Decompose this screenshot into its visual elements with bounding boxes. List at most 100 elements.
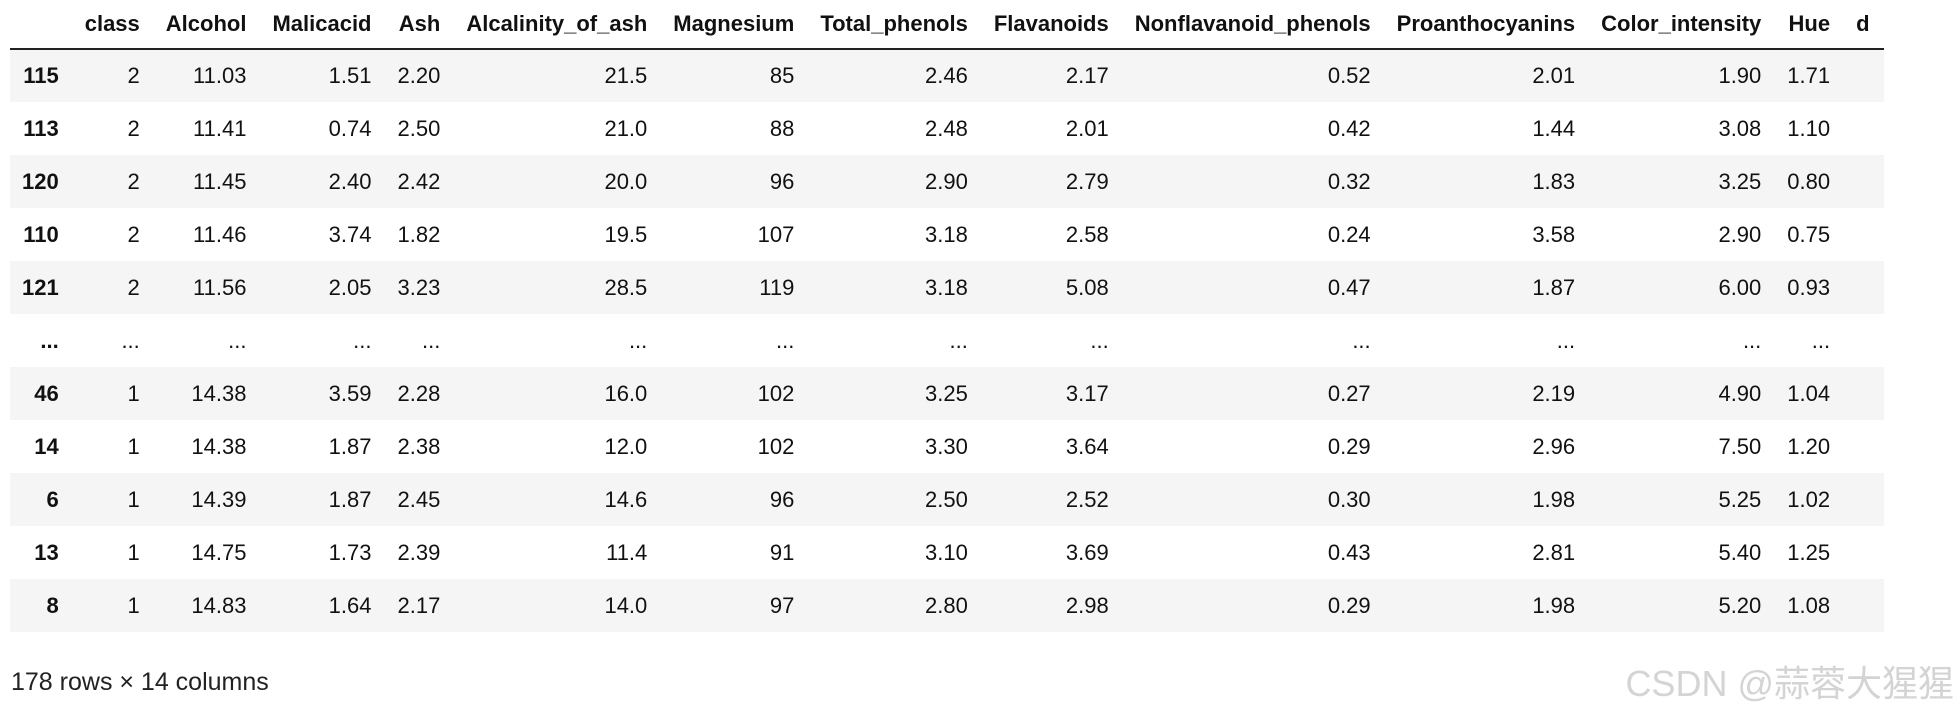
table-cell: 12.0 [604,433,648,459]
table-cell: 1 [127,592,140,618]
table-cell: 1.73 [328,539,372,565]
table-cell: 2.98 [1065,592,1109,618]
column-header: Alcalinity_of_ash [454,0,662,50]
table-cell: 1 [127,486,140,512]
table-cell: 3.25 [1718,168,1762,194]
table-cell: 1.10 [1787,115,1831,141]
table-cell: 2.50 [397,115,441,141]
table-cell: 11.45 [193,168,247,194]
table-cell: 1.82 [397,221,441,247]
table-cell: 28.5 [604,274,648,300]
table-cell: 0.30 [1327,486,1371,512]
column-header: Alcohol [153,0,261,50]
table-cell: 1.64 [328,592,372,618]
table-cell: 14.75 [191,539,247,565]
table-cell: 2.38 [397,433,441,459]
table-cell: 0.43 [1327,539,1371,565]
table-cell: 2.96 [1532,433,1576,459]
table-cell: 2.48 [924,115,968,141]
table-cell: 2.80 [924,592,968,618]
row-index: 46 [34,380,59,406]
row-index: 120 [22,168,59,194]
table-cell: 1.08 [1787,592,1831,618]
table-cell: ... [353,327,372,353]
table-cell: 2.01 [1532,63,1576,88]
table-cell: 3.17 [1065,380,1109,406]
table-cell: 1.04 [1787,380,1831,406]
table-row: 110 2 11.46 3.74 1.82 19.5 107 3.18 2.58 0.24 3.58… [10,208,1884,261]
table-cell: 0.29 [1327,592,1371,618]
table-cell: 5.20 [1718,592,1762,618]
row-index: 110 [23,221,59,247]
column-header: Magnesium [661,0,809,50]
table-cell [1844,102,1883,155]
table-cell: 102 [757,433,795,459]
table-cell: 91 [769,539,795,565]
table-cell: ... [1352,327,1371,353]
table-cell: 3.64 [1065,433,1109,459]
table-row: 121 2 11.56 2.05 3.23 28.5 119 3.18 5.08 0.47 1.87… [10,261,1884,314]
table-cell: 88 [769,115,795,141]
table-cell: 2.39 [397,539,441,565]
row-index: 14 [34,433,59,459]
table-cell: 3.58 [1532,221,1576,247]
header-row: class Alcohol Malicacid Ash Alcalinity_o… [10,0,1884,50]
table-cell: 19.5 [604,221,648,247]
table-row: 8 1 14.83 1.64 2.17 14.0 97 2.80 2.98 0.29 1.98 5.2… [10,579,1884,632]
table-cell: 1.98 [1532,486,1576,512]
table-cell: 14.38 [191,433,247,459]
table-cell: ... [421,327,441,353]
table-row: 115 2 11.03 1.51 2.20 21.5 85 2.46 2.17 0.52 2.01 1… [10,49,1884,102]
column-header: Hue [1775,0,1845,50]
table-cell: 0.52 [1327,63,1371,88]
table-cell: 1.87 [1532,274,1576,300]
table-cell: ... [228,327,247,353]
table-cell: 2.42 [397,168,441,194]
table-cell: 3.69 [1065,539,1109,565]
table-cell: 11.41 [193,115,247,141]
table-cell: 2.17 [1065,63,1109,88]
table-cell: 21.5 [604,63,648,88]
row-index: 113 [23,115,59,141]
table-cell: 5.40 [1718,539,1762,565]
table-body: 115 2 11.03 1.51 2.20 21.5 85 2.46 2.17 0.52 2.01 1… [10,49,1884,632]
table-cell: 96 [769,486,795,512]
table-cell: 1.90 [1718,63,1762,88]
table-cell: 3.59 [328,380,372,406]
table-cell: 14.6 [604,486,648,512]
column-header: Malicacid [260,0,386,50]
table-cell: 20.0 [604,168,648,194]
row-index: 8 [46,592,59,618]
table-cell: 97 [769,592,795,618]
table-cell [1844,314,1883,367]
table-cell: 3.08 [1718,115,1762,141]
table-cell: 1.51 [328,63,372,88]
table-cell: 107 [757,221,795,247]
table-cell [1844,579,1883,632]
table-cell: 2 [127,115,140,141]
column-header: d [1844,0,1884,50]
table-cell: 16.0 [604,380,648,406]
table-cell: 14.39 [191,486,247,512]
table-cell: 2.52 [1065,486,1109,512]
table-cell: ... [949,327,968,353]
table-cell: 2.81 [1532,539,1576,565]
table-cell: ... [1556,327,1576,353]
dataframe-table: class Alcohol Malicacid Ash Alcalinity_o… [10,0,1884,632]
table-cell [1844,261,1883,314]
table-cell: 11.46 [193,221,247,247]
table-cell: 2.58 [1065,221,1109,247]
table-cell [1844,367,1883,420]
table-cell: 3.25 [924,380,968,406]
table-cell: 1 [127,380,140,406]
table-cell: 1.87 [328,486,372,512]
table-cell: 119 [759,274,795,300]
column-header: Total_phenols [808,0,982,50]
table-cell: 0.24 [1327,221,1371,247]
table-cell: 11.4 [606,539,648,565]
table-row: 113 2 11.41 0.74 2.50 21.0 88 2.48 2.01 0.42 1.44 3… [10,102,1884,155]
table-cell: 0.27 [1327,380,1371,406]
table-row: 6 1 14.39 1.87 2.45 14.6 96 2.50 2.52 0.30 1.98 5.2… [10,473,1884,526]
table-cell: ... [1090,327,1109,353]
table-cell: ... [1811,327,1831,353]
